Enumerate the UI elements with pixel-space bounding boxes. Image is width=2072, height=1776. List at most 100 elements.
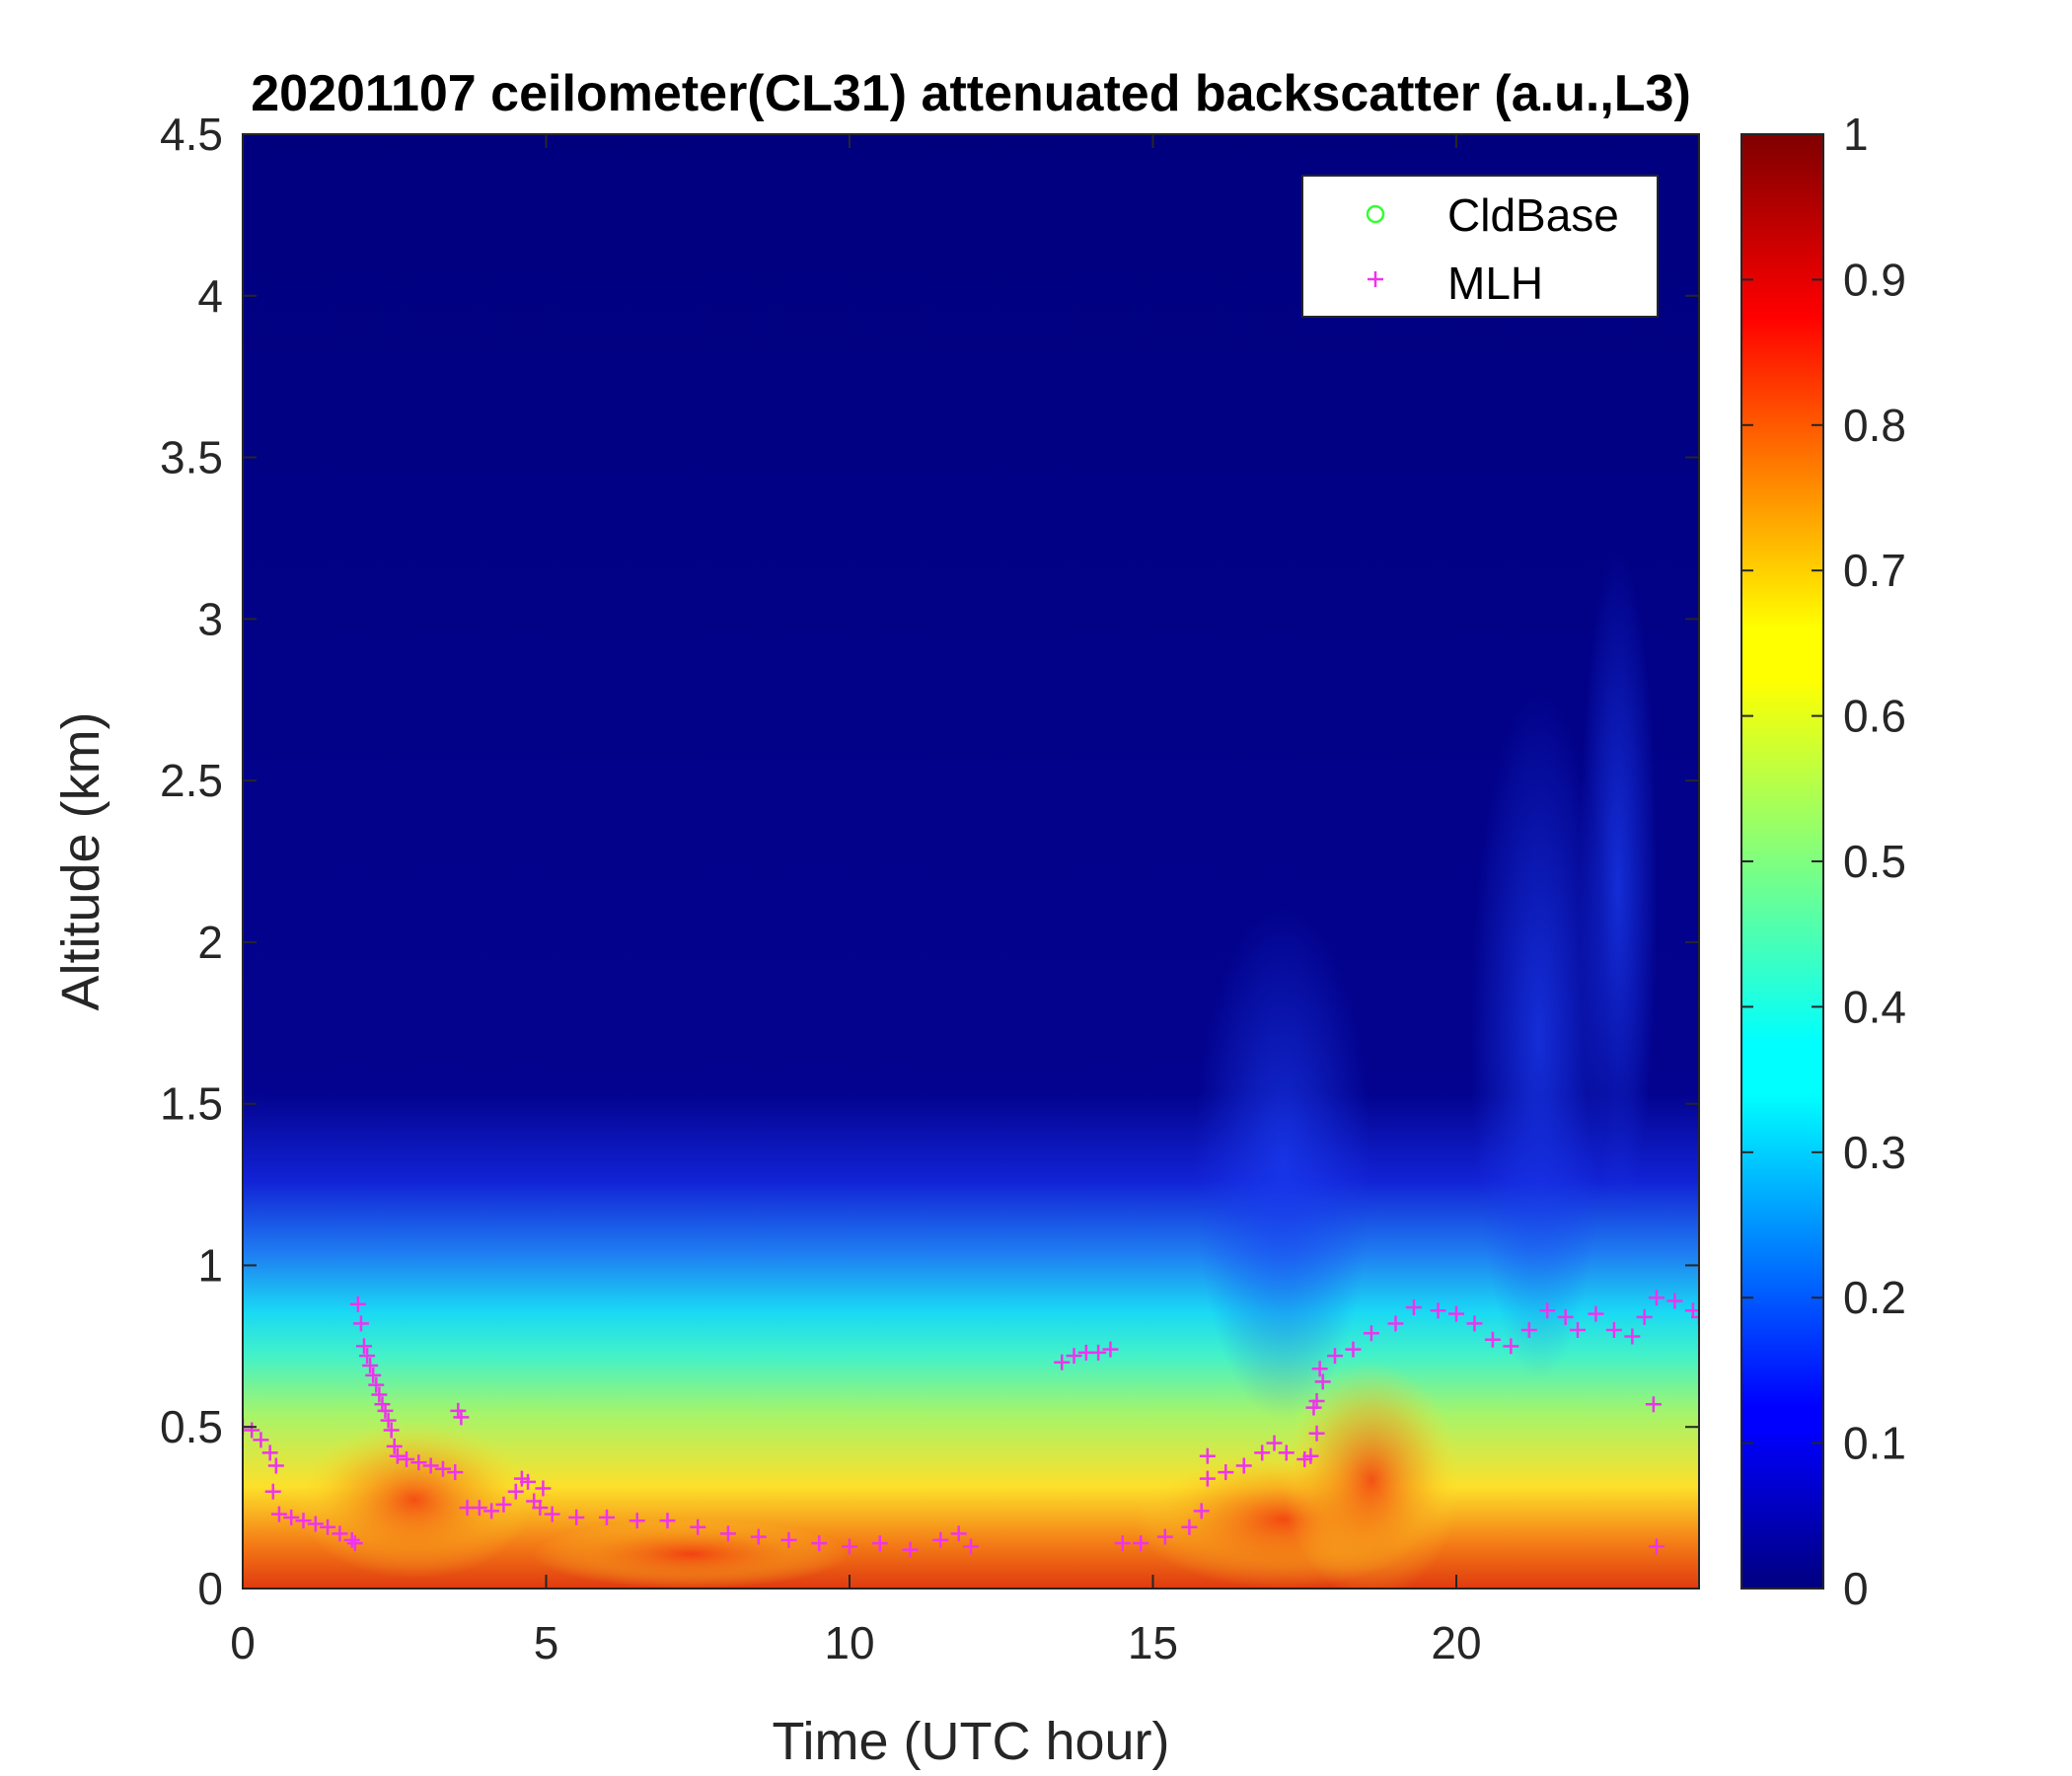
y-tick-label: 1.5 [160, 1078, 223, 1130]
x-tick-label: 20 [1431, 1617, 1481, 1668]
mlh-point [629, 1513, 645, 1529]
mlh-point [346, 1535, 363, 1552]
mlh-point [1181, 1518, 1198, 1535]
mlh-point [1666, 1293, 1683, 1309]
mlh-series [243, 1290, 1699, 1558]
colorbar-tick-label: 0.6 [1843, 691, 1906, 742]
mlh-point [270, 1506, 287, 1522]
mlh-legend-marker [1368, 271, 1383, 287]
mlh-point [1311, 1361, 1328, 1377]
mlh-point [1430, 1302, 1446, 1319]
y-tick-label: 2.5 [160, 755, 223, 806]
y-tick-label: 4 [197, 270, 223, 322]
heatmap-plume [1194, 908, 1371, 1421]
x-tick-label: 5 [534, 1617, 559, 1668]
mlh-point [371, 1386, 388, 1403]
mlh-point [1308, 1425, 1325, 1442]
heatmap-warm-patch [1283, 1362, 1460, 1589]
mlh-point [811, 1535, 828, 1552]
heatmap-area [243, 134, 1699, 1589]
mlh-point [244, 1422, 260, 1439]
mlh-point [261, 1444, 278, 1461]
mlh-point [1466, 1315, 1483, 1332]
mlh-point [1539, 1302, 1556, 1319]
mlh-point [1314, 1373, 1331, 1390]
mlh-point [253, 1432, 269, 1448]
y-tick-label: 0 [197, 1563, 223, 1614]
mlh-point [871, 1535, 888, 1552]
mlh-point [544, 1506, 560, 1522]
y-axis: 0 0.5 1 1.5 2 2.5 3 3.5 4 4.5 [160, 109, 1699, 1614]
mlh-point [410, 1454, 427, 1471]
y-tick-label: 3 [197, 593, 223, 644]
mlh-point [1199, 1470, 1216, 1487]
legend-label-cldbase: CldBase [1447, 189, 1619, 241]
mlh-point [343, 1531, 360, 1548]
mlh-point [532, 1500, 549, 1517]
mlh-point [1557, 1308, 1574, 1325]
mlh-point [902, 1541, 919, 1558]
mlh-point [1363, 1325, 1379, 1342]
mlh-point [1235, 1457, 1252, 1474]
mlh-point [332, 1525, 348, 1542]
mlh-point [1156, 1528, 1173, 1545]
x-tick-label: 10 [824, 1617, 874, 1668]
mlh-point [568, 1509, 585, 1525]
mlh-point [1066, 1348, 1082, 1365]
mlh-point [352, 1315, 369, 1332]
mlh-point [1691, 1308, 1699, 1325]
mlh-point [1588, 1305, 1604, 1322]
mlh-point [1308, 1393, 1325, 1410]
colorbar-tick-label: 0.1 [1843, 1418, 1906, 1469]
mlh-point [495, 1496, 512, 1513]
mlh-point [362, 1357, 379, 1373]
mlh-point [1484, 1331, 1501, 1348]
mlh-point [842, 1538, 857, 1555]
mlh-point [1605, 1321, 1622, 1338]
mlh-point [368, 1376, 385, 1393]
x-tick-label: 0 [230, 1617, 256, 1668]
colorbar-tick-label: 1 [1843, 109, 1869, 160]
mlh-point [1405, 1299, 1422, 1316]
mlh-point [399, 1450, 415, 1467]
colorbar-tick-label: 0.5 [1843, 836, 1906, 887]
colorbar-tick-label: 0.7 [1843, 545, 1906, 596]
mlh-point [690, 1518, 706, 1535]
mlh-point [1302, 1447, 1319, 1464]
mlh-point [377, 1402, 394, 1419]
mlh-point [1345, 1341, 1362, 1358]
y-tick-label: 3.5 [160, 432, 223, 483]
mlh-point [720, 1525, 736, 1542]
mlh-point [1114, 1535, 1131, 1552]
legend-box [1301, 175, 1659, 318]
mlh-point [1090, 1344, 1107, 1361]
mlh-point [1327, 1348, 1343, 1365]
mlh-point [453, 1409, 470, 1426]
mlh-point [1636, 1308, 1653, 1325]
mlh-point [1520, 1321, 1537, 1338]
y-tick-label: 0.5 [160, 1401, 223, 1452]
mlh-point [1387, 1315, 1404, 1332]
mlh-point [386, 1438, 403, 1454]
mlh-point [264, 1483, 281, 1500]
chart-title: 20201107 ceilometer(CL31) attenuated bac… [251, 65, 1691, 122]
mlh-point [422, 1457, 439, 1474]
y-tick-label: 2 [197, 917, 223, 968]
heatmap-warm-patch [296, 1421, 533, 1579]
mlh-point [447, 1464, 464, 1481]
mlh-point [1448, 1305, 1464, 1322]
colorbar-tick-label: 0.4 [1843, 981, 1906, 1032]
mlh-point [507, 1483, 524, 1500]
y-axis-label: Altitude (km) [51, 711, 111, 1010]
mlh-point [1133, 1535, 1149, 1552]
mlh-point [535, 1480, 552, 1497]
mlh-point [599, 1509, 615, 1525]
mlh-point [389, 1447, 406, 1464]
mlh-point [295, 1513, 312, 1529]
y-tick-label: 1 [197, 1239, 223, 1291]
y-tick-label: 4.5 [160, 109, 223, 160]
mlh-point [780, 1531, 797, 1548]
plot-frame [242, 133, 1700, 1590]
mlh-point [1503, 1338, 1519, 1355]
mlh-point [932, 1531, 949, 1548]
